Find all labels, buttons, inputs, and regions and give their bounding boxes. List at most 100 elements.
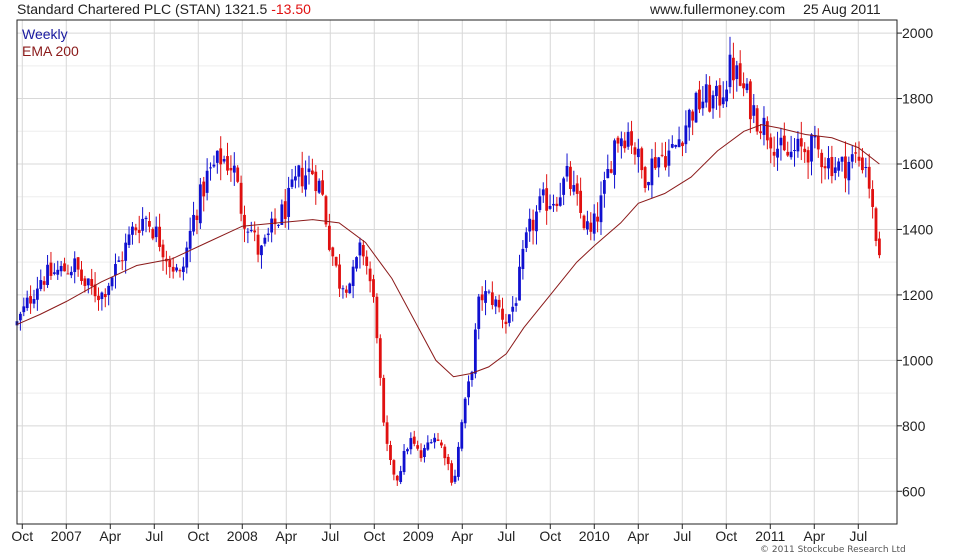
candle-down (385, 415, 389, 452)
y-tick-label: 1800 (902, 91, 933, 107)
candle-body (660, 154, 664, 156)
candle-up (507, 314, 511, 327)
x-tick-label: 2010 (579, 528, 610, 544)
candle-up (541, 182, 545, 203)
candle-down (878, 231, 881, 259)
candle-down (748, 79, 752, 134)
candle-body (494, 299, 498, 307)
candle-up (725, 80, 729, 108)
candle-down (273, 208, 277, 235)
candle-down (412, 430, 416, 447)
candle-body (25, 297, 29, 309)
candle-body (687, 109, 691, 128)
candle-down (161, 239, 165, 271)
candle-body (117, 260, 121, 262)
candle-body (698, 89, 701, 110)
candle-down (820, 149, 824, 184)
candle-body (497, 299, 501, 308)
candle-up (776, 131, 779, 171)
candle-body (681, 142, 684, 147)
candle-down (786, 141, 790, 157)
candle-body (389, 445, 392, 461)
candle-body (640, 148, 644, 171)
candle-down (436, 432, 440, 442)
candle-body (579, 190, 583, 213)
candle-down (97, 287, 100, 311)
candle-body (732, 57, 735, 81)
candle-down (361, 240, 365, 266)
candle-body (443, 446, 447, 459)
candle-body (127, 234, 131, 245)
candle-down (314, 165, 318, 205)
candle-up (613, 138, 616, 189)
candle-body (365, 256, 369, 266)
candle-body (358, 242, 362, 256)
candle-up (562, 176, 566, 206)
candle-body (636, 148, 640, 158)
candle-down (772, 136, 776, 167)
x-tick-label: Jul (321, 528, 339, 544)
candle-body (188, 230, 192, 249)
candle-body (463, 398, 467, 424)
candle-up (552, 194, 555, 212)
candle-body (338, 264, 341, 289)
candle-body (399, 471, 403, 482)
candle-up (599, 181, 603, 235)
candle-up (246, 227, 250, 244)
candle-body (76, 257, 80, 270)
candle-up (52, 263, 56, 276)
candle-up (209, 162, 212, 181)
candle-body (100, 292, 104, 300)
candle-down (103, 288, 107, 308)
candle-body (175, 267, 178, 271)
candle-down (372, 274, 375, 303)
candle-body (283, 201, 287, 219)
candle-body (674, 144, 678, 147)
candle-body (501, 308, 504, 320)
candle-body (341, 288, 345, 290)
candle-down (324, 194, 328, 228)
site-url[interactable]: www.fullermoney.com (650, 1, 786, 17)
candle-down (331, 246, 335, 266)
candle-body (711, 95, 715, 109)
candle-body (599, 195, 603, 223)
candle-body (473, 329, 477, 374)
candle-down (219, 136, 223, 181)
candle-body (555, 203, 559, 207)
candle-body (569, 166, 572, 189)
candle-up (266, 227, 270, 242)
x-tick-label: Apr (803, 528, 825, 544)
candle-up (535, 205, 538, 245)
x-tick-label: Jul (849, 528, 867, 544)
candle-down (148, 212, 151, 233)
candle-up (558, 182, 562, 207)
candle-up (18, 311, 22, 331)
candle-down (368, 261, 372, 293)
candle-body (596, 216, 599, 222)
plot-frame (16, 19, 898, 525)
candle-up (110, 277, 114, 291)
candle-body (871, 189, 875, 207)
candle-body (460, 422, 464, 449)
candle-body (446, 456, 450, 465)
y-tick-label: 1400 (902, 221, 933, 237)
candle-body (456, 446, 460, 477)
candle-body (22, 306, 26, 313)
candle-body (226, 156, 229, 171)
candle-body (786, 151, 790, 156)
candle-down (769, 133, 773, 164)
candle-body (531, 219, 535, 231)
candle-down (732, 42, 735, 99)
candle-body (168, 259, 172, 268)
candle-body (589, 222, 593, 232)
candle-up (185, 241, 189, 274)
candle-down (844, 141, 847, 193)
candle-down (83, 275, 87, 293)
candle-body (192, 214, 195, 232)
candle-up (73, 251, 77, 284)
candle-down (256, 226, 260, 263)
candle-body (209, 167, 212, 169)
candle-up (694, 91, 698, 123)
candle-body (290, 179, 294, 187)
x-axis: Oct 2007 Apr Jul Oct 2008 Apr Jul Oct 2009 Apr Jul O… (11, 524, 867, 544)
